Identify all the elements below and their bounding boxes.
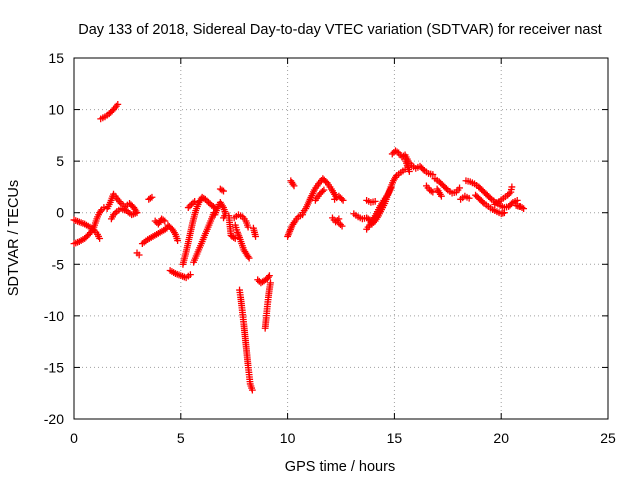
data-point [437, 192, 445, 200]
data-point [187, 271, 194, 278]
data-point [191, 197, 199, 205]
data-point [371, 197, 379, 205]
data-point [508, 183, 516, 191]
data-point [231, 235, 239, 242]
data-point [388, 150, 396, 158]
x-tick-label: 10 [280, 430, 296, 446]
data-point [429, 171, 437, 178]
data-point [322, 178, 330, 185]
data-point [518, 204, 526, 211]
data-point [442, 185, 450, 193]
plot-border [73, 57, 609, 420]
y-tick-label: -20 [44, 411, 64, 427]
data-point [338, 195, 346, 203]
data-point [456, 184, 463, 192]
data-point [174, 237, 181, 244]
chart-title: Day 133 of 2018, Sidereal Day-to-day VTE… [78, 22, 602, 38]
data-point [337, 221, 344, 228]
y-tick-label: 15 [48, 50, 64, 66]
y-tick-label: 10 [48, 102, 64, 118]
data-point [205, 199, 212, 206]
data-point [97, 207, 105, 215]
data-point [148, 193, 156, 201]
data-point [188, 201, 195, 208]
y-tick-label: 5 [56, 153, 64, 169]
data-point [245, 254, 253, 262]
data-point [113, 208, 121, 216]
data-points [70, 101, 528, 394]
data-point [264, 273, 272, 281]
data-point [290, 182, 298, 190]
x-axis-title: GPS time / hours [285, 459, 395, 475]
x-tick-label: 5 [177, 430, 185, 446]
data-point [220, 187, 227, 195]
data-point [114, 101, 122, 108]
data-point [111, 209, 119, 217]
x-tick-label: 0 [70, 430, 78, 446]
data-point [252, 233, 259, 240]
data-point [319, 188, 326, 195]
data-point [335, 219, 343, 227]
data-point [320, 186, 328, 194]
data-point [189, 199, 197, 207]
data-point [338, 222, 346, 230]
data-point [159, 216, 167, 224]
data-point [508, 200, 515, 208]
data-point [465, 194, 473, 202]
data-point [244, 223, 252, 231]
data-point [339, 196, 347, 204]
data-point [161, 225, 169, 233]
data-point [429, 188, 437, 196]
data-point [100, 204, 108, 211]
data-point [201, 195, 209, 203]
axis-ticks: 0 5 10 15 20 25 15 10 5 0 -5 -10 -15 -20 [44, 50, 616, 446]
y-tick-label: -15 [44, 359, 64, 375]
data-point [501, 209, 508, 217]
y-tick-label: -10 [44, 308, 64, 324]
data-point [186, 202, 194, 210]
data-point [267, 279, 274, 287]
y-tick-label: 0 [56, 205, 64, 221]
data-point [505, 190, 513, 198]
data-point [96, 235, 104, 242]
data-point [419, 165, 427, 173]
plot-frame [73, 57, 609, 420]
data-point [254, 276, 262, 284]
y-tick-label: -5 [52, 256, 65, 272]
data-point [203, 197, 211, 205]
data-point [230, 234, 238, 241]
y-axis-title: SDTVAR / TECUs [6, 180, 22, 296]
x-tick-label: 25 [600, 430, 616, 446]
data-point [513, 196, 521, 204]
data-point [244, 253, 252, 260]
data-point [146, 194, 154, 202]
data-point [504, 191, 512, 199]
x-tick-label: 15 [387, 430, 403, 446]
data-point [486, 194, 494, 202]
data-point [107, 215, 115, 223]
data-point [427, 187, 435, 195]
data-point [161, 217, 169, 225]
data-point [479, 198, 487, 206]
data-point [135, 251, 143, 259]
data-point [332, 218, 340, 226]
data-point [248, 386, 256, 394]
data-point [405, 168, 413, 175]
data-point [387, 184, 395, 192]
grid-layer [74, 58, 608, 419]
data-point [218, 186, 226, 194]
data-point [266, 272, 273, 280]
data-point [393, 148, 401, 156]
data-point [520, 205, 528, 212]
data-point [184, 204, 192, 211]
x-tick-label: 20 [493, 430, 509, 446]
